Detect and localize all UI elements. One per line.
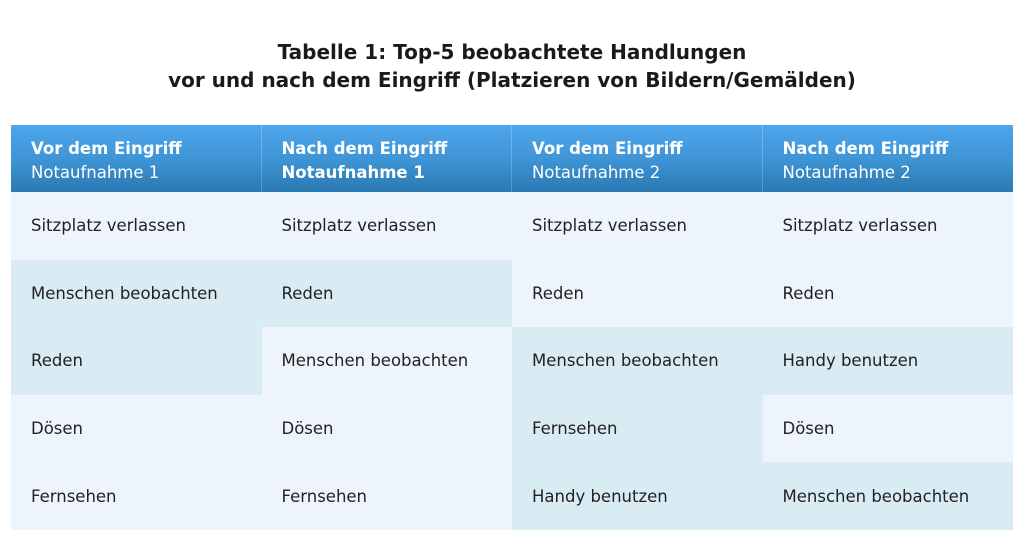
column-header-4-line-1: Nach dem Eingriff — [782, 139, 949, 158]
table-cell: Menschen beobachten — [11, 259, 262, 328]
column-header-4-line-2: Notaufnahme 2 — [782, 163, 911, 182]
column-header-1: Vor dem Eingriff Notaufnahme 1 — [11, 125, 262, 192]
table-cell: Reden — [762, 259, 1013, 328]
table-header-row: Vor dem Eingriff Notaufnahme 1 Nach dem … — [11, 125, 1013, 192]
table-cell: Fernsehen — [261, 462, 512, 530]
table-title-line-1: Tabelle 1: Top-5 beobachtete Handlungen — [277, 40, 747, 64]
actions-table: Vor dem Eingriff Notaufnahme 1 Nach dem … — [11, 125, 1013, 530]
table-cell: Dösen — [261, 394, 512, 463]
table-row: Reden Menschen beobachten Menschen beoba… — [11, 327, 1013, 395]
column-header-3: Vor dem Eingriff Notaufnahme 2 — [512, 125, 763, 192]
column-header-1-line-2: Notaufnahme 1 — [31, 163, 160, 182]
table-cell: Menschen beobachten — [261, 327, 512, 395]
table-cell: Sitzplatz verlassen — [11, 192, 262, 260]
table-row: Sitzplatz verlassen Sitzplatz verlassen … — [11, 192, 1013, 260]
table-title: Tabelle 1: Top-5 beobachtete Handlungen … — [0, 38, 1024, 94]
table-cell: Reden — [11, 327, 262, 395]
column-header-2: Nach dem Eingriff Notaufnahme 1 — [262, 125, 512, 192]
table-title-line-2: vor und nach dem Eingriff (Platzieren vo… — [168, 68, 856, 92]
column-header-2-line-1: Nach dem Eingriff — [281, 139, 448, 158]
table-row: Dösen Dösen Fernsehen Dösen — [11, 394, 1013, 463]
table-cell: Reden — [261, 259, 512, 328]
table-cell: Menschen beobachten — [512, 327, 763, 395]
table-cell: Reden — [512, 259, 763, 328]
table-cell: Dösen — [11, 394, 262, 463]
column-header-3-line-2: Notaufnahme 2 — [532, 163, 661, 182]
table-row: Fernsehen Fernsehen Handy benutzen Mensc… — [11, 462, 1013, 530]
table-cell: Dösen — [762, 394, 1013, 463]
table-cell: Fernsehen — [512, 394, 763, 463]
table-cell: Handy benutzen — [762, 327, 1013, 395]
table-cell: Sitzplatz verlassen — [261, 192, 512, 260]
column-header-2-line-2: Notaufnahme 1 — [281, 163, 425, 182]
table-cell: Sitzplatz verlassen — [762, 192, 1013, 260]
table-cell: Sitzplatz verlassen — [512, 192, 763, 260]
column-header-4: Nach dem Eingriff Notaufnahme 2 — [763, 125, 1014, 192]
column-header-1-line-1: Vor dem Eingriff — [31, 139, 182, 158]
column-header-3-line-1: Vor dem Eingriff — [532, 139, 683, 158]
table-cell: Handy benutzen — [512, 462, 763, 530]
table-row: Menschen beobachten Reden Reden Reden — [11, 259, 1013, 328]
table-cell: Menschen beobachten — [762, 462, 1013, 530]
table-cell: Fernsehen — [11, 462, 262, 530]
